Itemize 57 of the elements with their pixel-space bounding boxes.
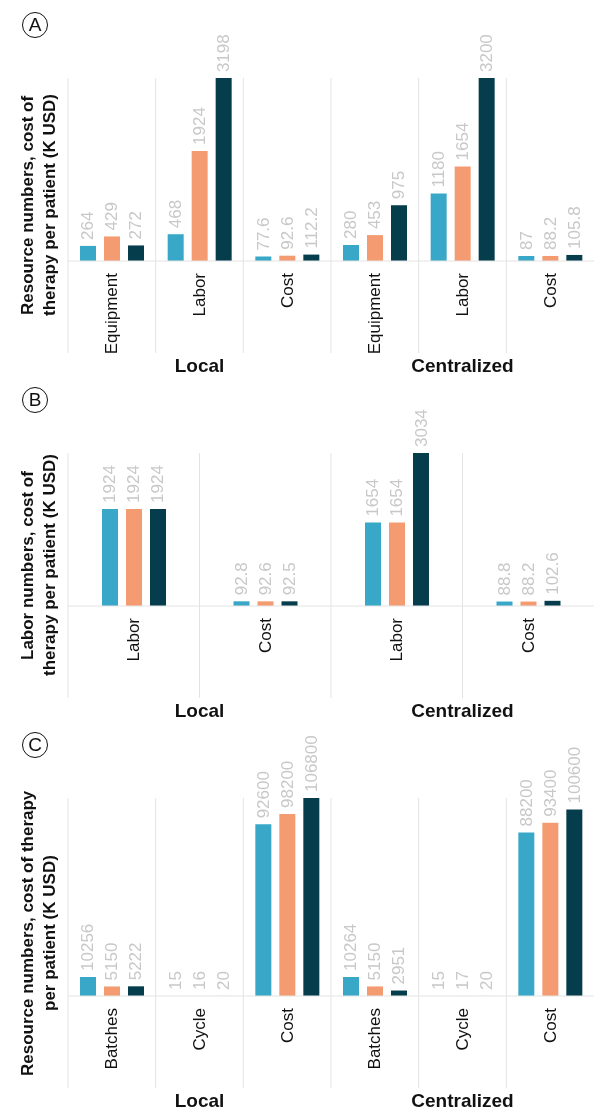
bar	[80, 245, 96, 261]
bar	[430, 193, 447, 261]
x-tick-label: Equipment	[365, 272, 385, 355]
chart-title: C	[22, 732, 48, 758]
bar	[365, 522, 381, 606]
x-tick-label: Labor	[453, 272, 472, 317]
x-tick-label: Labor	[387, 617, 407, 662]
bar	[566, 809, 583, 996]
bar	[367, 235, 383, 261]
bar	[191, 150, 208, 261]
bar	[104, 236, 120, 261]
bar	[343, 244, 359, 261]
y-axis-title: Resource numbers, cost of therapy per patient (K USD)	[17, 789, 60, 1078]
bar	[102, 508, 118, 606]
bar	[542, 822, 559, 996]
bar	[367, 986, 383, 996]
bar	[150, 508, 166, 606]
bar	[518, 832, 535, 996]
text: Centralized	[410, 700, 515, 722]
bar	[343, 976, 359, 996]
x-tick-label: Cost	[540, 1007, 560, 1043]
x-tick-label: Batches	[102, 1008, 122, 1070]
bar	[303, 798, 320, 996]
x-tick-label: Cost	[540, 272, 560, 308]
bar	[215, 78, 232, 261]
chart-title: B	[22, 387, 48, 413]
text: Local	[173, 700, 226, 722]
chart-title: A	[22, 12, 48, 38]
bar	[255, 824, 272, 996]
bar	[128, 986, 144, 996]
bar	[279, 813, 296, 996]
bar	[80, 976, 96, 996]
x-tick-label: Cost	[277, 272, 297, 308]
text: Centralized	[410, 1090, 515, 1112]
bar	[104, 986, 120, 996]
bar	[478, 78, 495, 261]
x-tick-label: Cost	[518, 617, 538, 653]
bar	[454, 166, 471, 261]
x-tick-label: Equipment	[102, 272, 122, 355]
y-axis-title: Resource numbers, cost of therapy per patient (K USD)	[17, 93, 60, 319]
bar	[389, 522, 405, 606]
x-tick-label: Cycle	[190, 1008, 209, 1051]
y-axis-title: Labor numbers, cost of therapy per patient (K USD)	[17, 453, 60, 679]
text: Local	[173, 355, 226, 377]
bar	[413, 453, 429, 606]
bar	[128, 245, 144, 261]
x-tick-label: Cost	[255, 617, 275, 653]
x-tick-label: Labor	[124, 617, 144, 662]
text: Local	[173, 1090, 226, 1112]
bar	[391, 205, 407, 261]
bar	[167, 234, 184, 261]
x-tick-label: Cost	[277, 1007, 297, 1043]
x-tick-label: Labor	[190, 272, 209, 317]
x-tick-label: Batches	[365, 1008, 385, 1070]
text: Centralized	[410, 355, 515, 377]
bar	[126, 508, 142, 606]
x-tick-label: Cycle	[453, 1008, 472, 1051]
